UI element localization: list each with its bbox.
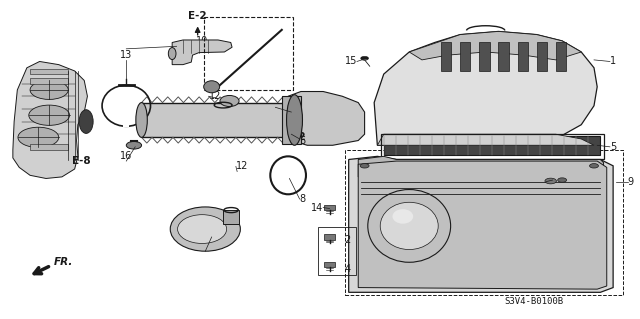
- Bar: [518, 42, 528, 71]
- Bar: [141, 103, 288, 137]
- Ellipse shape: [392, 209, 413, 224]
- Bar: [441, 42, 451, 71]
- Bar: [30, 78, 68, 84]
- Bar: [324, 205, 335, 210]
- Text: FR.: FR.: [54, 257, 74, 267]
- Polygon shape: [374, 32, 597, 145]
- Bar: [223, 210, 239, 224]
- Bar: [324, 234, 335, 240]
- Circle shape: [29, 105, 70, 125]
- Text: 2: 2: [344, 235, 351, 245]
- Text: S3V4-B0100B: S3V4-B0100B: [505, 297, 564, 306]
- Text: 4: 4: [344, 263, 350, 274]
- Bar: [346, 150, 623, 295]
- Ellipse shape: [170, 207, 241, 251]
- Circle shape: [360, 164, 369, 168]
- Ellipse shape: [168, 48, 176, 60]
- Text: 3: 3: [546, 177, 552, 187]
- Ellipse shape: [380, 202, 438, 249]
- Ellipse shape: [79, 110, 93, 133]
- Bar: [318, 227, 356, 275]
- Polygon shape: [349, 156, 613, 292]
- Text: 6: 6: [300, 136, 306, 145]
- Text: 16: 16: [120, 151, 132, 161]
- Circle shape: [545, 178, 556, 184]
- Polygon shape: [172, 40, 232, 65]
- Polygon shape: [13, 62, 88, 178]
- Text: 7: 7: [291, 107, 298, 117]
- Polygon shape: [288, 92, 365, 145]
- Bar: [204, 17, 293, 90]
- Circle shape: [30, 80, 68, 100]
- Ellipse shape: [368, 189, 451, 262]
- Ellipse shape: [220, 95, 239, 107]
- Bar: [384, 136, 600, 155]
- Text: E-2: E-2: [188, 11, 207, 21]
- Text: E-2: E-2: [287, 132, 306, 142]
- Circle shape: [361, 56, 369, 60]
- Ellipse shape: [287, 95, 303, 145]
- Polygon shape: [378, 134, 594, 145]
- Bar: [30, 69, 68, 74]
- Ellipse shape: [136, 103, 147, 137]
- Circle shape: [589, 164, 598, 168]
- Polygon shape: [409, 32, 581, 60]
- Polygon shape: [358, 161, 607, 289]
- Bar: [460, 42, 470, 71]
- Text: 8: 8: [300, 194, 306, 204]
- Circle shape: [557, 178, 566, 182]
- Text: 1: 1: [610, 56, 616, 66]
- Polygon shape: [358, 156, 604, 177]
- Text: 15: 15: [344, 56, 357, 66]
- Bar: [499, 42, 509, 71]
- Bar: [282, 96, 301, 144]
- Bar: [537, 42, 547, 71]
- Text: 13: 13: [120, 50, 132, 60]
- Circle shape: [126, 141, 141, 149]
- Text: 5: 5: [610, 142, 616, 152]
- Bar: [381, 134, 604, 159]
- Bar: [324, 262, 335, 267]
- Ellipse shape: [204, 81, 220, 93]
- Text: E-8: E-8: [72, 156, 91, 166]
- Text: 9: 9: [628, 177, 634, 187]
- Bar: [123, 124, 129, 127]
- Circle shape: [18, 127, 59, 147]
- Text: 12: 12: [236, 161, 248, 171]
- Bar: [479, 42, 490, 71]
- Text: 12: 12: [209, 91, 221, 101]
- Text: 11: 11: [199, 241, 211, 251]
- Text: 10: 10: [196, 36, 208, 46]
- Bar: [556, 42, 566, 71]
- Bar: [30, 144, 68, 150]
- Ellipse shape: [177, 215, 227, 243]
- Text: 14: 14: [311, 203, 323, 212]
